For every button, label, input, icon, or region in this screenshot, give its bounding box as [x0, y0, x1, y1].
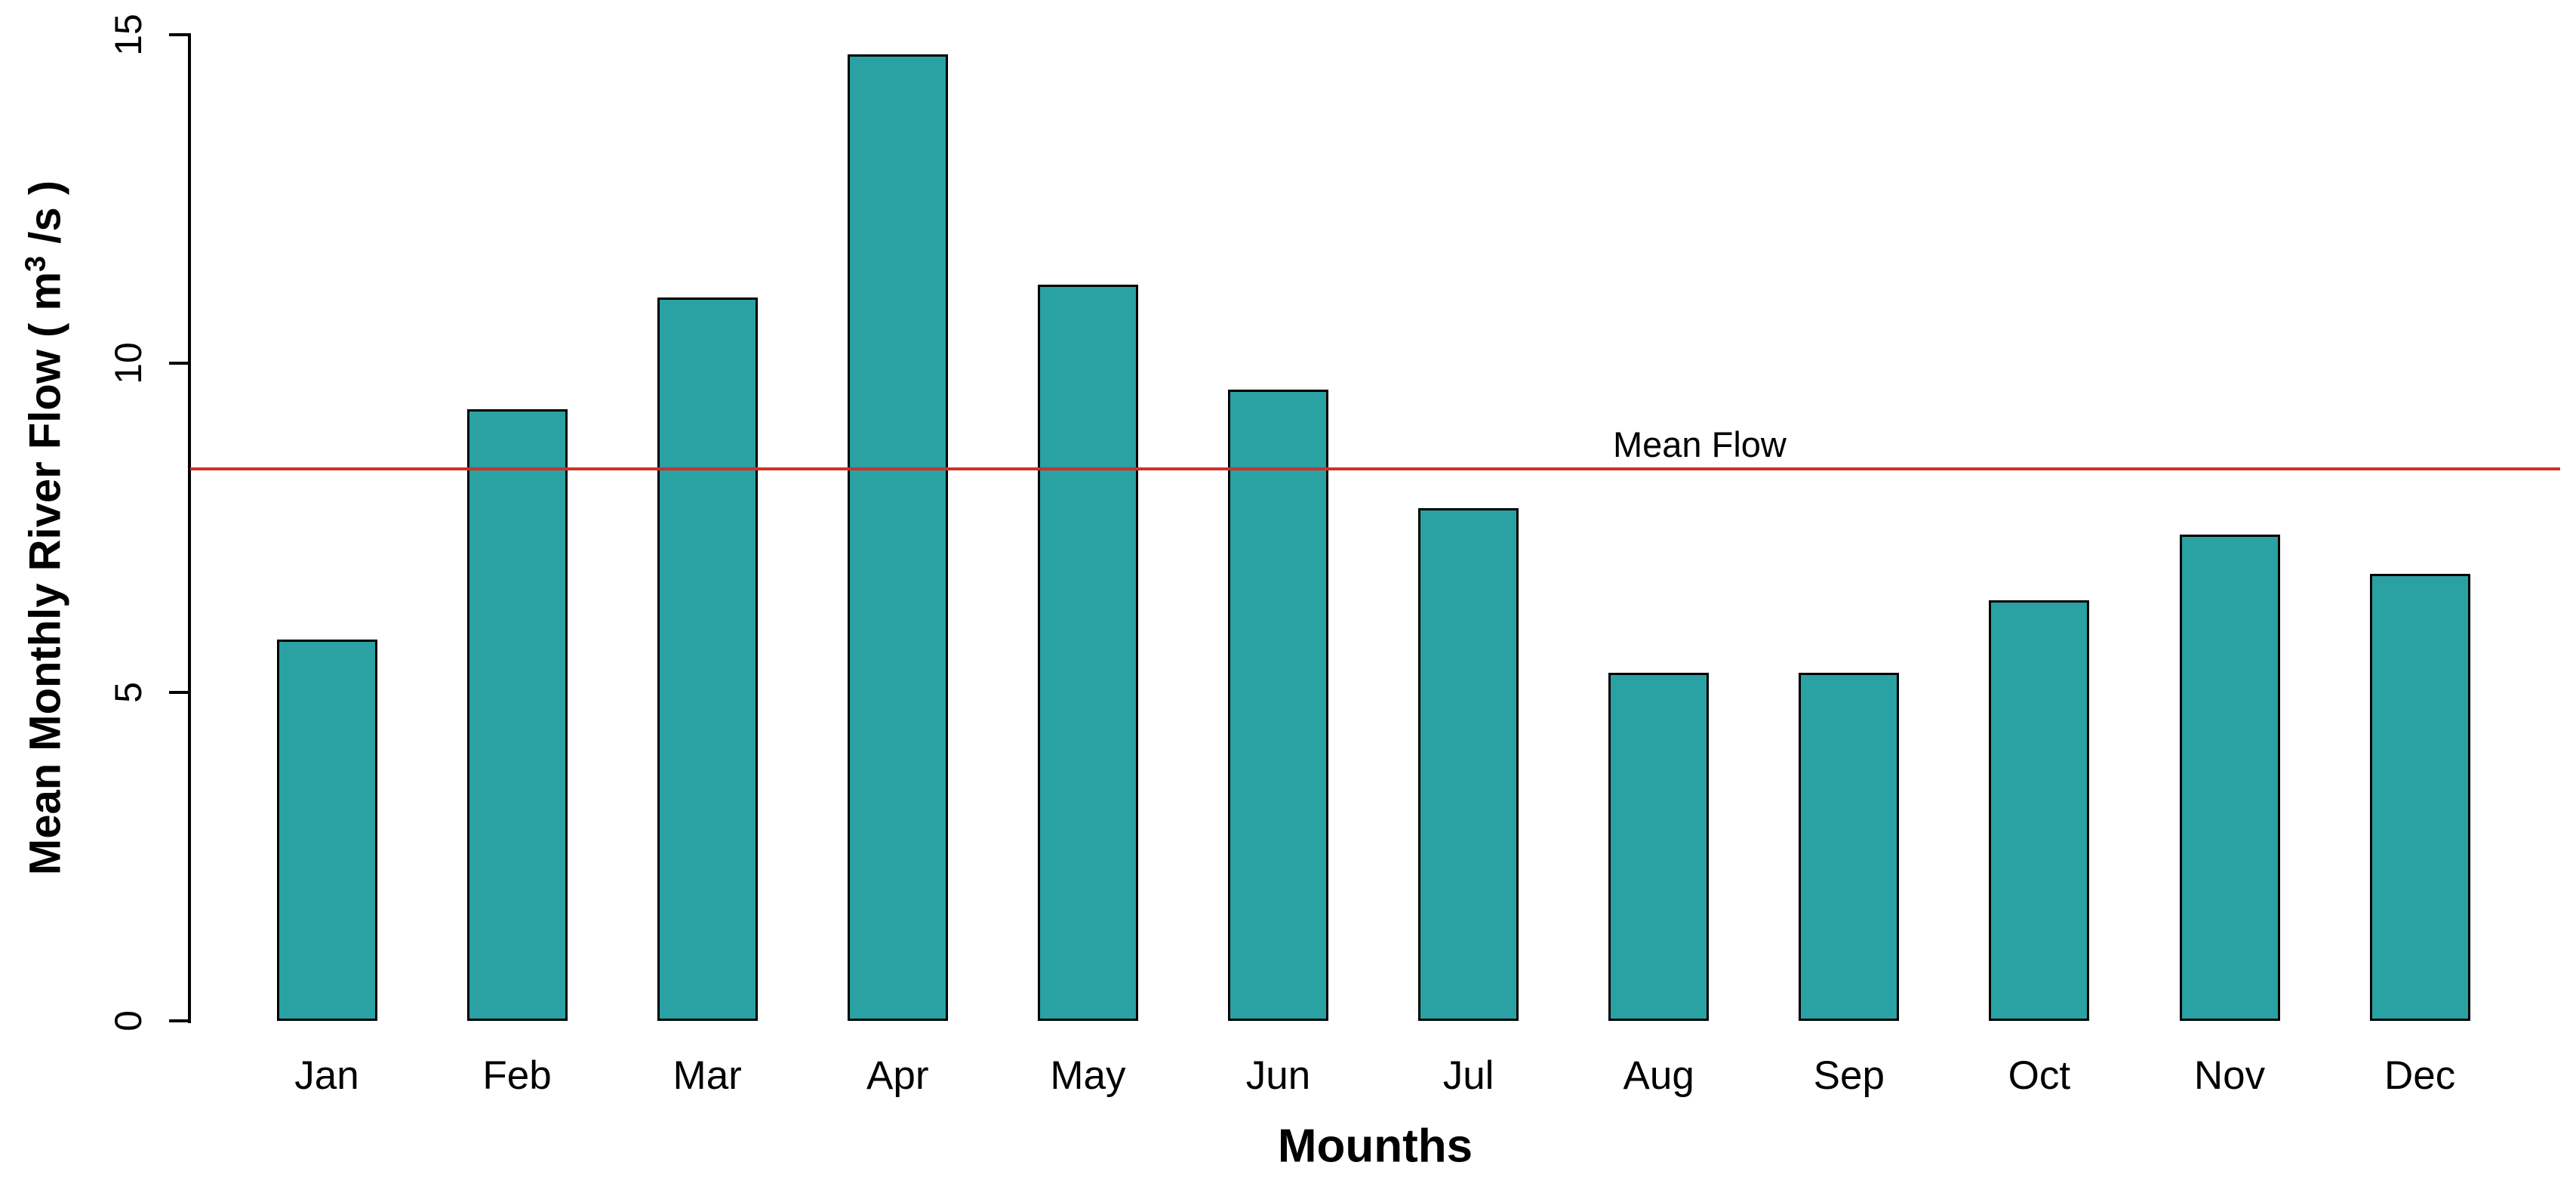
y-tick-label: 5: [107, 681, 149, 703]
y-axis-line: [188, 33, 191, 1023]
y-axis-title: Mean Monthly River Flow ( m3 /s ): [20, 180, 70, 875]
bar-apr: [847, 54, 948, 1021]
x-tick-label-sep: Sep: [1813, 1053, 1885, 1098]
x-tick-label-aug: Aug: [1623, 1053, 1694, 1098]
x-tick-label-nov: Nov: [2193, 1053, 2266, 1098]
x-tick-label-apr: Apr: [866, 1053, 929, 1098]
bar-jan: [276, 640, 377, 1021]
y-tick-mark: [169, 1019, 191, 1022]
y-tick-label: 15: [107, 14, 149, 56]
x-tick-label-may: May: [1050, 1053, 1126, 1098]
bar-aug: [1608, 672, 1710, 1021]
x-tick-label-mar: Mar: [672, 1053, 742, 1098]
y-tick-mark: [169, 690, 191, 694]
y-axis-title-suffix: /s ): [20, 180, 70, 256]
mean-flow-line: [190, 467, 2560, 470]
y-tick-mark: [169, 362, 191, 365]
bar-jul: [1418, 507, 1519, 1021]
mean-flow-label: Mean Flow: [1613, 424, 1787, 464]
x-axis-title: Mounths: [1277, 1120, 1473, 1173]
x-tick-label-dec: Dec: [2384, 1053, 2456, 1098]
y-tick-label: 0: [107, 1010, 149, 1031]
bar-dec: [2369, 573, 2470, 1021]
x-tick-label-jun: Jun: [1245, 1053, 1311, 1098]
x-tick-label-oct: Oct: [2008, 1053, 2071, 1098]
y-tick-label: 10: [107, 342, 149, 385]
bar-sep: [1799, 672, 1900, 1021]
bar-oct: [1989, 600, 2090, 1021]
bar-nov: [2179, 534, 2280, 1021]
x-tick-label-jan: Jan: [294, 1053, 359, 1098]
bar-may: [1037, 284, 1138, 1021]
x-tick-label-jul: Jul: [1442, 1053, 1494, 1098]
y-axis-title-superscript: 3: [20, 255, 52, 272]
bar-feb: [466, 409, 568, 1021]
y-axis-title-prefix: Mean Monthly River Flow ( m: [20, 271, 70, 876]
bar-mar: [657, 298, 758, 1021]
x-tick-label-feb: Feb: [482, 1053, 552, 1098]
bar-jun: [1228, 390, 1328, 1021]
y-tick-mark: [169, 33, 191, 36]
